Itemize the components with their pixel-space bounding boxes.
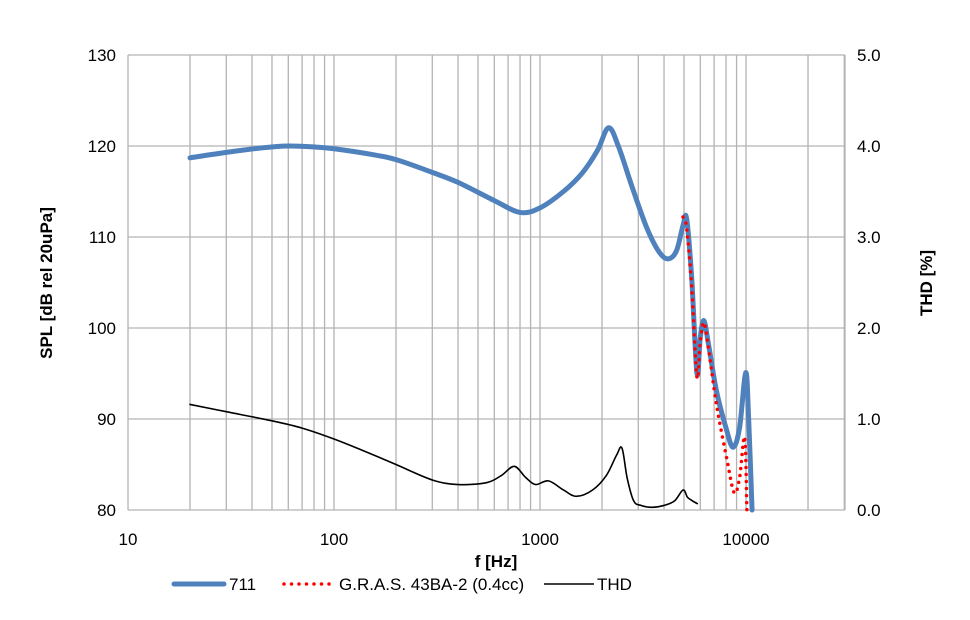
y2-tick-label: 2.0 xyxy=(857,319,881,338)
y-tick-label: 90 xyxy=(97,410,116,429)
y2-tick-label: 3.0 xyxy=(857,228,881,247)
y2-tick-label: 0.0 xyxy=(857,501,881,520)
y2-tick-label: 5.0 xyxy=(857,46,881,65)
series-group xyxy=(187,125,755,513)
legend-label-gras: G.R.A.S. 43BA-2 (0.4cc) xyxy=(339,575,524,594)
series-line-711 xyxy=(187,125,755,513)
x-tick-label: 1000 xyxy=(521,530,559,549)
y-axis-ticks: 80 90 100 110 120 130 xyxy=(88,46,116,520)
legend-label-711: 711 xyxy=(229,575,256,594)
y2-axis-label: THD [%] xyxy=(917,250,936,316)
y-tick-label: 110 xyxy=(89,228,116,247)
y-tick-label: 100 xyxy=(88,319,116,338)
y2-axis-ticks: 0.0 1.0 2.0 3.0 4.0 5.0 xyxy=(857,46,881,520)
y2-tick-label: 4.0 xyxy=(857,137,881,156)
y-tick-label: 130 xyxy=(88,46,116,65)
grid xyxy=(127,54,846,511)
series-line-thd xyxy=(189,403,699,509)
x-axis-ticks: 10 100 1000 10000 xyxy=(119,530,770,549)
x-tick-label: 100 xyxy=(320,530,348,549)
y2-tick-label: 1.0 xyxy=(857,410,881,429)
x-tick-label: 10 xyxy=(119,530,138,549)
y-tick-label: 80 xyxy=(97,501,116,520)
x-tick-label: 10000 xyxy=(722,530,769,549)
y-tick-label: 120 xyxy=(88,137,116,156)
legend: 711 G.R.A.S. 43BA-2 (0.4cc) THD xyxy=(171,575,632,594)
y-axis-label: SPL [dB rel 20uPa] xyxy=(37,207,56,359)
legend-label-thd: THD xyxy=(597,575,632,594)
x-axis-label: f [Hz] xyxy=(475,552,517,571)
series-line-g-r-a-s-43ba-2-0-4cc xyxy=(681,215,749,512)
